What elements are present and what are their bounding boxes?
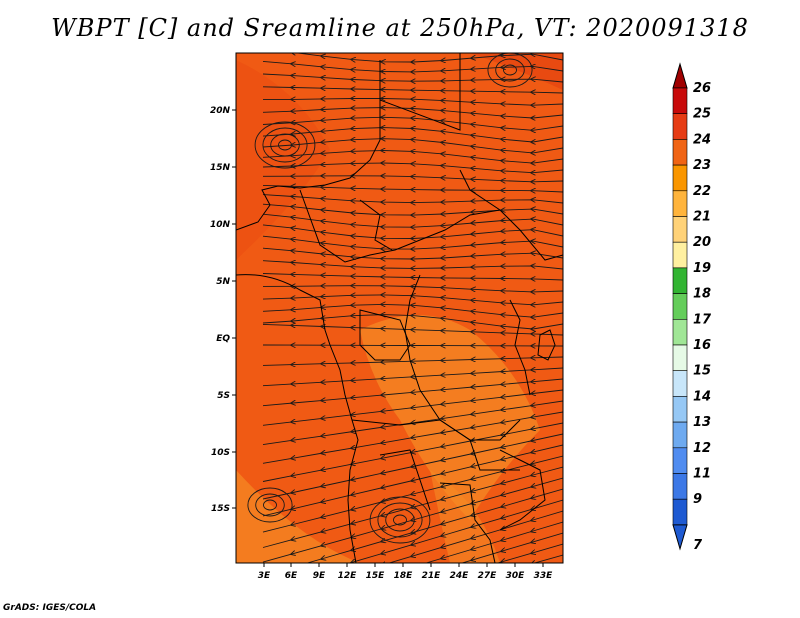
colorbar-swatch bbox=[672, 498, 688, 526]
streamline-vortex bbox=[385, 508, 415, 532]
streamlines bbox=[247, 53, 563, 563]
streamline bbox=[262, 286, 563, 292]
lat-tick-label: 10N bbox=[210, 220, 231, 230]
colorbar-label: 24 bbox=[693, 132, 711, 147]
lon-tick-label: 21E bbox=[422, 571, 442, 581]
streamline-vortex bbox=[262, 127, 308, 163]
colorbar-label: 26 bbox=[693, 81, 711, 96]
colorbar-label: 13 bbox=[693, 415, 711, 430]
colorbar-swatch bbox=[672, 87, 688, 115]
lat-tick-label: EQ bbox=[216, 334, 230, 344]
colorbar-label: 16 bbox=[693, 338, 711, 353]
lon-tick-label: 30E bbox=[506, 571, 526, 581]
lon-tick-label: 15E bbox=[366, 571, 386, 581]
lon-tick-label: 24E bbox=[450, 571, 470, 581]
streamline bbox=[262, 163, 563, 173]
streamline bbox=[262, 195, 563, 203]
lat-tick-label: 15N bbox=[210, 163, 231, 173]
colorbar-swatch bbox=[672, 267, 688, 294]
colorbar-swatch bbox=[672, 473, 688, 500]
streamline bbox=[262, 176, 563, 182]
colorbar-swatch bbox=[672, 396, 688, 423]
colorbar-label: 11 bbox=[693, 467, 711, 482]
colorbar-swatch bbox=[672, 421, 688, 449]
streamline-vortex bbox=[247, 487, 293, 523]
lon-tick-label: 6E bbox=[285, 571, 298, 581]
chart-title: WBPT [C] and Sreamline at 250hPa, VT: 20… bbox=[51, 14, 749, 42]
colorbar: 26 25 24 23 22 21 20 19 18 17 16 15 14 13 12 11 9 7 bbox=[672, 62, 712, 553]
colorbar-swatch bbox=[672, 318, 688, 346]
lat-tick-label: 15S bbox=[211, 504, 230, 514]
colorbar-label: 20 bbox=[693, 235, 711, 250]
plot-frame bbox=[235, 52, 564, 564]
colorbar-swatch bbox=[672, 216, 688, 243]
streamline-vortex bbox=[255, 493, 285, 517]
streamline bbox=[263, 554, 563, 563]
colorbar-swatch bbox=[672, 164, 688, 192]
lat-tick-label: 10S bbox=[211, 448, 230, 458]
streamline-vortex bbox=[377, 502, 423, 538]
longitude-axis: 3E 6E 9E 12E 15E 18E 21E 24E 27E 30E 33E bbox=[258, 563, 553, 581]
lon-tick-label: 27E bbox=[478, 571, 498, 581]
streamline-vortex bbox=[495, 58, 525, 82]
colorbar-label: 22 bbox=[693, 184, 711, 199]
streamline bbox=[262, 99, 563, 106]
colorbar-label: 25 bbox=[693, 107, 711, 122]
colorbar-swatch bbox=[672, 190, 688, 217]
streamline bbox=[262, 247, 563, 259]
colorbar-label: 7 bbox=[693, 538, 703, 553]
streamline bbox=[262, 87, 563, 93]
lon-tick-label: 33E bbox=[534, 571, 554, 581]
streamline-vortex bbox=[487, 53, 533, 88]
colorbar-bottom-arrow bbox=[672, 524, 688, 551]
colorbar-label: 19 bbox=[693, 261, 711, 276]
lat-tick-label: 20N bbox=[210, 106, 231, 116]
colorbar-label: 21 bbox=[693, 210, 711, 225]
streamline-vortex bbox=[263, 499, 277, 511]
lon-tick-label: 18E bbox=[394, 571, 414, 581]
streamline bbox=[262, 345, 563, 346]
streamline-vortex bbox=[270, 133, 300, 157]
streamline bbox=[262, 357, 563, 365]
streamline-vortex bbox=[369, 496, 431, 544]
streamline bbox=[262, 60, 563, 72]
colorbar-swatch bbox=[672, 241, 688, 269]
country-borders bbox=[236, 53, 563, 563]
lon-tick-label: 3E bbox=[258, 571, 271, 581]
streamline bbox=[263, 543, 563, 563]
streamline bbox=[262, 261, 563, 269]
footer-credit: GrADS: IGES/COLA bbox=[3, 603, 97, 613]
streamline bbox=[262, 74, 563, 82]
lon-tick-label: 12E bbox=[338, 571, 358, 581]
lat-tick-label: 5S bbox=[217, 391, 230, 401]
colorbar-label: 17 bbox=[693, 312, 712, 327]
streamline-vortex bbox=[254, 121, 316, 169]
streamline bbox=[262, 324, 563, 335]
colorbar-label: 12 bbox=[693, 441, 711, 456]
streamline-vortex bbox=[393, 514, 407, 526]
lon-tick-label: 9E bbox=[313, 571, 326, 581]
colorbar-swatch bbox=[672, 370, 688, 397]
colorbar-label: 14 bbox=[693, 389, 711, 404]
latitude-axis: 20N 15N 10N 5N EQ 5S 10S 15S bbox=[210, 106, 236, 514]
colorbar-label: 23 bbox=[693, 158, 711, 173]
lat-tick-label: 5N bbox=[216, 277, 230, 287]
colorbar-label: 9 bbox=[693, 492, 702, 507]
colorbar-swatch bbox=[672, 447, 688, 474]
colorbar-top-arrow bbox=[672, 62, 688, 89]
colorbar-swatch bbox=[672, 139, 688, 166]
colorbar-swatch bbox=[672, 344, 688, 372]
streamline bbox=[262, 185, 563, 192]
colorbar-swatch bbox=[672, 113, 688, 140]
streamline-vortex bbox=[503, 64, 517, 76]
streamline bbox=[263, 521, 563, 563]
colorbar-swatch bbox=[672, 293, 688, 320]
colorbar-label: 15 bbox=[693, 364, 711, 379]
colorbar-label: 18 bbox=[693, 287, 711, 302]
streamline bbox=[263, 532, 563, 563]
streamline-vortex bbox=[278, 139, 292, 151]
streamline bbox=[262, 274, 563, 281]
